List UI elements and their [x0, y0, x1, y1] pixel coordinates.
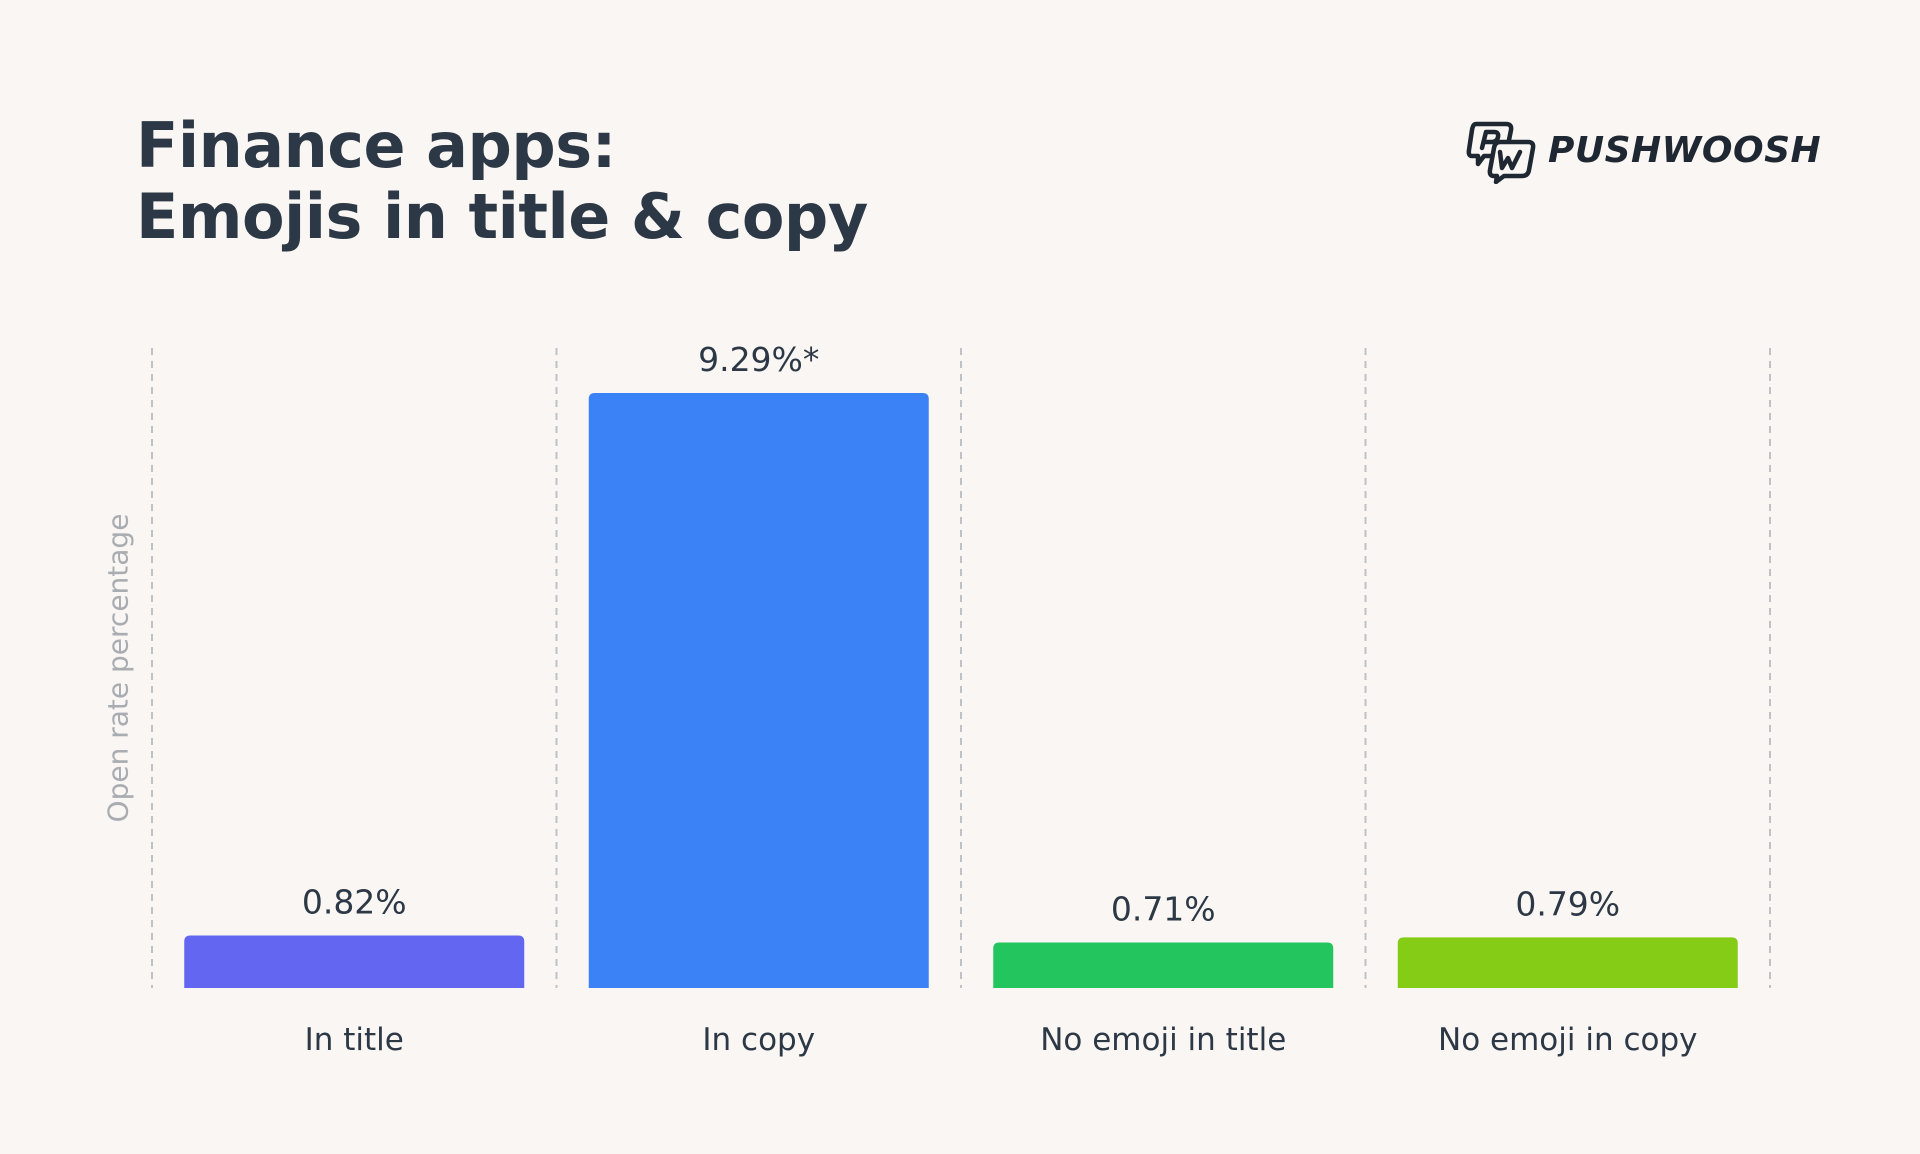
chart-title-line-2: Emojis in title & copy — [136, 180, 868, 253]
pushwoosh-logo: PUSHWOOSH — [1466, 118, 1821, 188]
bar-value-label: 0.79% — [1515, 884, 1620, 923]
bar-in-title — [184, 935, 525, 988]
x-tick-label: No emoji in title — [1040, 1022, 1286, 1058]
chart-title: Finance apps: Emojis in title & copy — [136, 110, 868, 252]
pushwoosh-pw-logo-icon — [1466, 121, 1536, 184]
pushwoosh-logo-text: PUSHWOOSH — [1548, 130, 1822, 171]
bar-value-label: 0.71% — [1111, 890, 1216, 929]
x-tick-label: No emoji in copy — [1438, 1022, 1697, 1058]
bar-value-label: 9.29%* — [698, 340, 819, 379]
bar-value-label: 0.82% — [302, 882, 407, 921]
bar-no-emoji-in-copy — [1397, 937, 1738, 988]
bar-in-copy — [588, 393, 929, 988]
x-tick-label: In copy — [702, 1022, 815, 1058]
x-tick-label: In title — [305, 1022, 404, 1058]
bar-no-emoji-in-title — [993, 942, 1334, 988]
chart-title-line-1: Finance apps: — [136, 109, 616, 182]
